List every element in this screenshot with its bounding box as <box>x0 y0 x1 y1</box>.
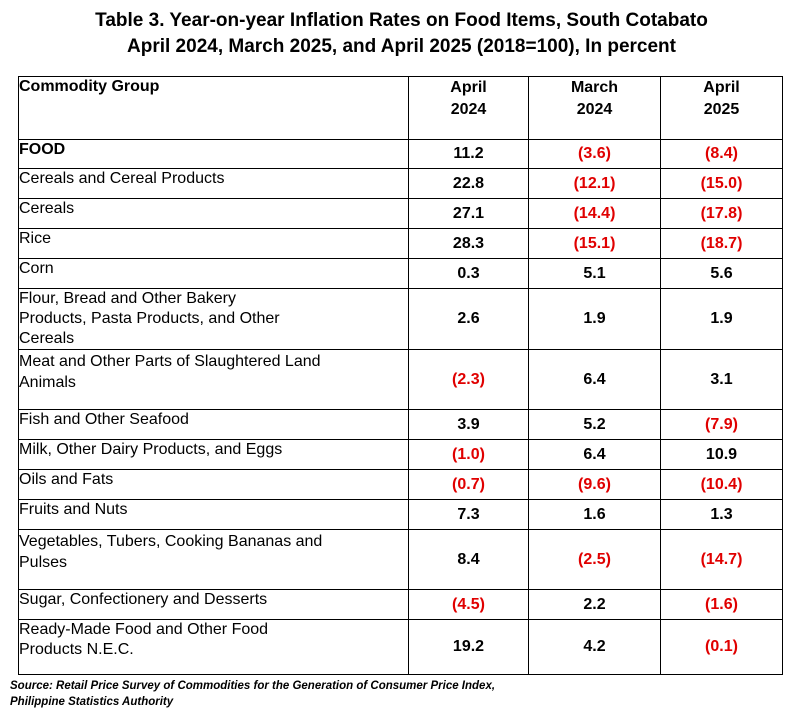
cell-value: (10.4) <box>660 469 783 500</box>
table-title: Table 3. Year-on-year Inflation Rates on… <box>0 8 803 60</box>
table-row: Cereals 27.1 (14.4) (17.8) <box>18 198 783 229</box>
cell-value: 0.3 <box>408 258 529 289</box>
cell-value: 27.1 <box>408 198 529 229</box>
source-line-1: Source: Retail Price Survey of Commoditi… <box>10 680 496 692</box>
row-label: Milk, Other Dairy Products, and Eggs <box>18 439 409 470</box>
row-label: Cereals <box>18 198 409 229</box>
row-label: Ready-Made Food and Other Food Products N… <box>18 619 409 675</box>
cell-value: 2.2 <box>528 589 661 620</box>
cell-value: (18.7) <box>660 228 783 259</box>
cell-value: (12.1) <box>528 168 661 199</box>
cell-value: 6.4 <box>528 349 661 410</box>
source-note: Source: Retail Price Survey of Commoditi… <box>10 678 495 710</box>
cell-value: 10.9 <box>660 439 783 470</box>
cell-value: 4.2 <box>528 619 661 675</box>
header-row: Commodity Group April 2024 March 2024 Apri… <box>18 76 783 140</box>
title-line-1: Table 3. Year-on-year Inflation Rates on… <box>95 10 708 31</box>
cell-value: 1.6 <box>528 499 661 530</box>
table-row: FOOD 11.2 (3.6) (8.4) <box>18 139 783 169</box>
table-row: Fruits and Nuts 7.3 1.6 1.3 <box>18 499 783 530</box>
table-row: Meat and Other Parts of Slaughtered Land… <box>18 349 783 410</box>
table-row: Milk, Other Dairy Products, and Eggs (1.… <box>18 439 783 470</box>
source-line-2: Philippine Statistics Authority <box>10 696 174 708</box>
header-april-2025: April 2025 <box>660 76 783 140</box>
cell-value: 11.2 <box>408 139 529 169</box>
cell-value: (14.4) <box>528 198 661 229</box>
title-line-2: April 2024, March 2025, and April 2025 (… <box>127 36 676 57</box>
inflation-table: Commodity Group April 2024 March 2024 Apri… <box>18 76 783 675</box>
cell-value: (4.5) <box>408 589 529 620</box>
header-march-2024: March 2024 <box>528 76 661 140</box>
row-label: Fruits and Nuts <box>18 499 409 530</box>
header-april-2024: April 2024 <box>408 76 529 140</box>
cell-value: 5.2 <box>528 409 661 440</box>
table-row: Oils and Fats (0.7) (9.6) (10.4) <box>18 469 783 500</box>
row-label: Sugar, Confectionery and Desserts <box>18 589 409 620</box>
cell-value: 19.2 <box>408 619 529 675</box>
cell-value: 22.8 <box>408 168 529 199</box>
table-row: Rice 28.3 (15.1) (18.7) <box>18 228 783 259</box>
row-label: Cereals and Cereal Products <box>18 168 409 199</box>
cell-value: (17.8) <box>660 198 783 229</box>
table-row: Ready-Made Food and Other Food Products N… <box>18 619 783 675</box>
cell-value: (1.6) <box>660 589 783 620</box>
cell-value: 8.4 <box>408 529 529 590</box>
cell-value: (2.3) <box>408 349 529 410</box>
cell-value: (14.7) <box>660 529 783 590</box>
row-label: FOOD <box>18 139 409 169</box>
cell-value: 2.6 <box>408 288 529 350</box>
table-row: Flour, Bread and Other Bakery Products, P… <box>18 288 783 350</box>
cell-value: 5.1 <box>528 258 661 289</box>
row-label: Oils and Fats <box>18 469 409 500</box>
table-row: Cereals and Cereal Products 22.8 (12.1) … <box>18 168 783 199</box>
cell-value: 3.9 <box>408 409 529 440</box>
row-label: Corn <box>18 258 409 289</box>
cell-value: 5.6 <box>660 258 783 289</box>
cell-value: (0.7) <box>408 469 529 500</box>
row-label: Flour, Bread and Other Bakery Products, P… <box>18 288 409 350</box>
cell-value: (9.6) <box>528 469 661 500</box>
cell-value: (1.0) <box>408 439 529 470</box>
table-row: Sugar, Confectionery and Desserts (4.5) … <box>18 589 783 620</box>
cell-value: 1.3 <box>660 499 783 530</box>
cell-value: (2.5) <box>528 529 661 590</box>
cell-value: 28.3 <box>408 228 529 259</box>
cell-value: (3.6) <box>528 139 661 169</box>
table-row: Vegetables, Tubers, Cooking Bananas and P… <box>18 529 783 590</box>
table-row: Corn 0.3 5.1 5.6 <box>18 258 783 289</box>
cell-value: (15.1) <box>528 228 661 259</box>
cell-value: 3.1 <box>660 349 783 410</box>
row-label: Rice <box>18 228 409 259</box>
header-commodity-group: Commodity Group <box>18 76 409 140</box>
cell-value: 6.4 <box>528 439 661 470</box>
row-label: Meat and Other Parts of Slaughtered Land… <box>18 349 409 410</box>
cell-value: (8.4) <box>660 139 783 169</box>
row-label: Fish and Other Seafood <box>18 409 409 440</box>
row-label: Vegetables, Tubers, Cooking Bananas and P… <box>18 529 409 590</box>
cell-value: 1.9 <box>660 288 783 350</box>
table-row: Fish and Other Seafood 3.9 5.2 (7.9) <box>18 409 783 440</box>
cell-value: 7.3 <box>408 499 529 530</box>
cell-value: (7.9) <box>660 409 783 440</box>
cell-value: (15.0) <box>660 168 783 199</box>
cell-value: 1.9 <box>528 288 661 350</box>
cell-value: (0.1) <box>660 619 783 675</box>
